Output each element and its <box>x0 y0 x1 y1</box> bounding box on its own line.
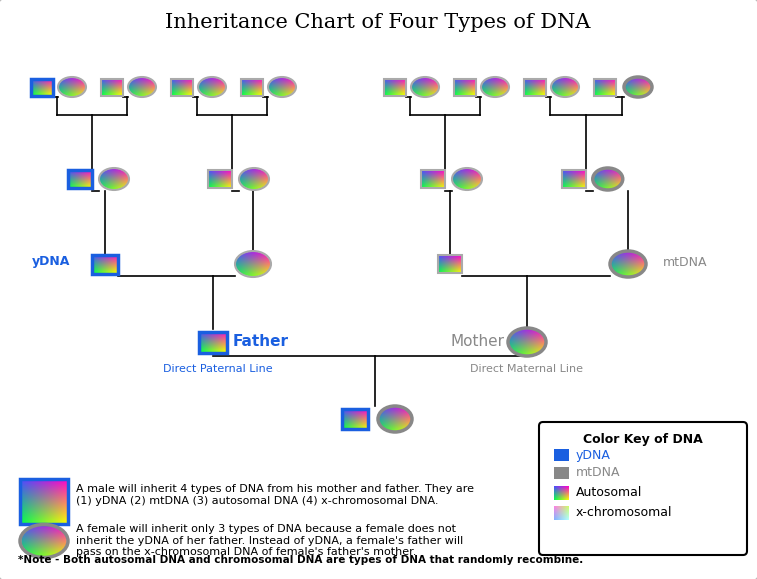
FancyBboxPatch shape <box>539 422 747 555</box>
Text: x-chromosomal: x-chromosomal <box>576 507 672 519</box>
Text: A male will inherit 4 types of DNA from his mother and father. They are
(1) yDNA: A male will inherit 4 types of DNA from … <box>76 484 474 505</box>
Bar <box>92 255 118 273</box>
Text: A female will inherit only 3 types of DNA because a female does not
inherit the : A female will inherit only 3 types of DN… <box>76 524 463 557</box>
Bar <box>594 79 616 96</box>
Text: Color Key of DNA: Color Key of DNA <box>583 433 703 446</box>
Text: *Note - Both autosomal DNA and chromosomal DNA are types of DNA that randomly re: *Note - Both autosomal DNA and chromosom… <box>18 555 583 565</box>
Text: yDNA: yDNA <box>32 255 70 269</box>
Text: Inheritance Chart of Four Types of DNA: Inheritance Chart of Four Types of DNA <box>165 13 590 32</box>
Bar <box>31 79 53 96</box>
Bar <box>554 449 569 461</box>
Bar <box>101 79 123 96</box>
Bar <box>384 79 406 96</box>
Text: Mother: Mother <box>451 334 505 349</box>
Bar <box>562 170 586 188</box>
Bar <box>554 467 569 479</box>
Bar <box>342 409 368 429</box>
Bar <box>524 79 546 96</box>
Text: Autosomal: Autosomal <box>576 486 643 500</box>
Text: Direct Maternal Line: Direct Maternal Line <box>471 364 584 374</box>
Text: Direct Paternal Line: Direct Paternal Line <box>164 364 273 374</box>
Bar <box>20 479 68 524</box>
Bar <box>438 255 462 273</box>
Bar <box>241 79 263 96</box>
Bar <box>454 79 476 96</box>
Text: yDNA: yDNA <box>576 449 611 461</box>
Bar <box>199 332 227 353</box>
Text: mtDNA: mtDNA <box>663 255 708 269</box>
Text: Father: Father <box>233 334 289 349</box>
Bar <box>421 170 445 188</box>
Bar <box>171 79 193 96</box>
Bar <box>68 170 92 188</box>
Bar <box>208 170 232 188</box>
Text: mtDNA: mtDNA <box>576 467 621 479</box>
